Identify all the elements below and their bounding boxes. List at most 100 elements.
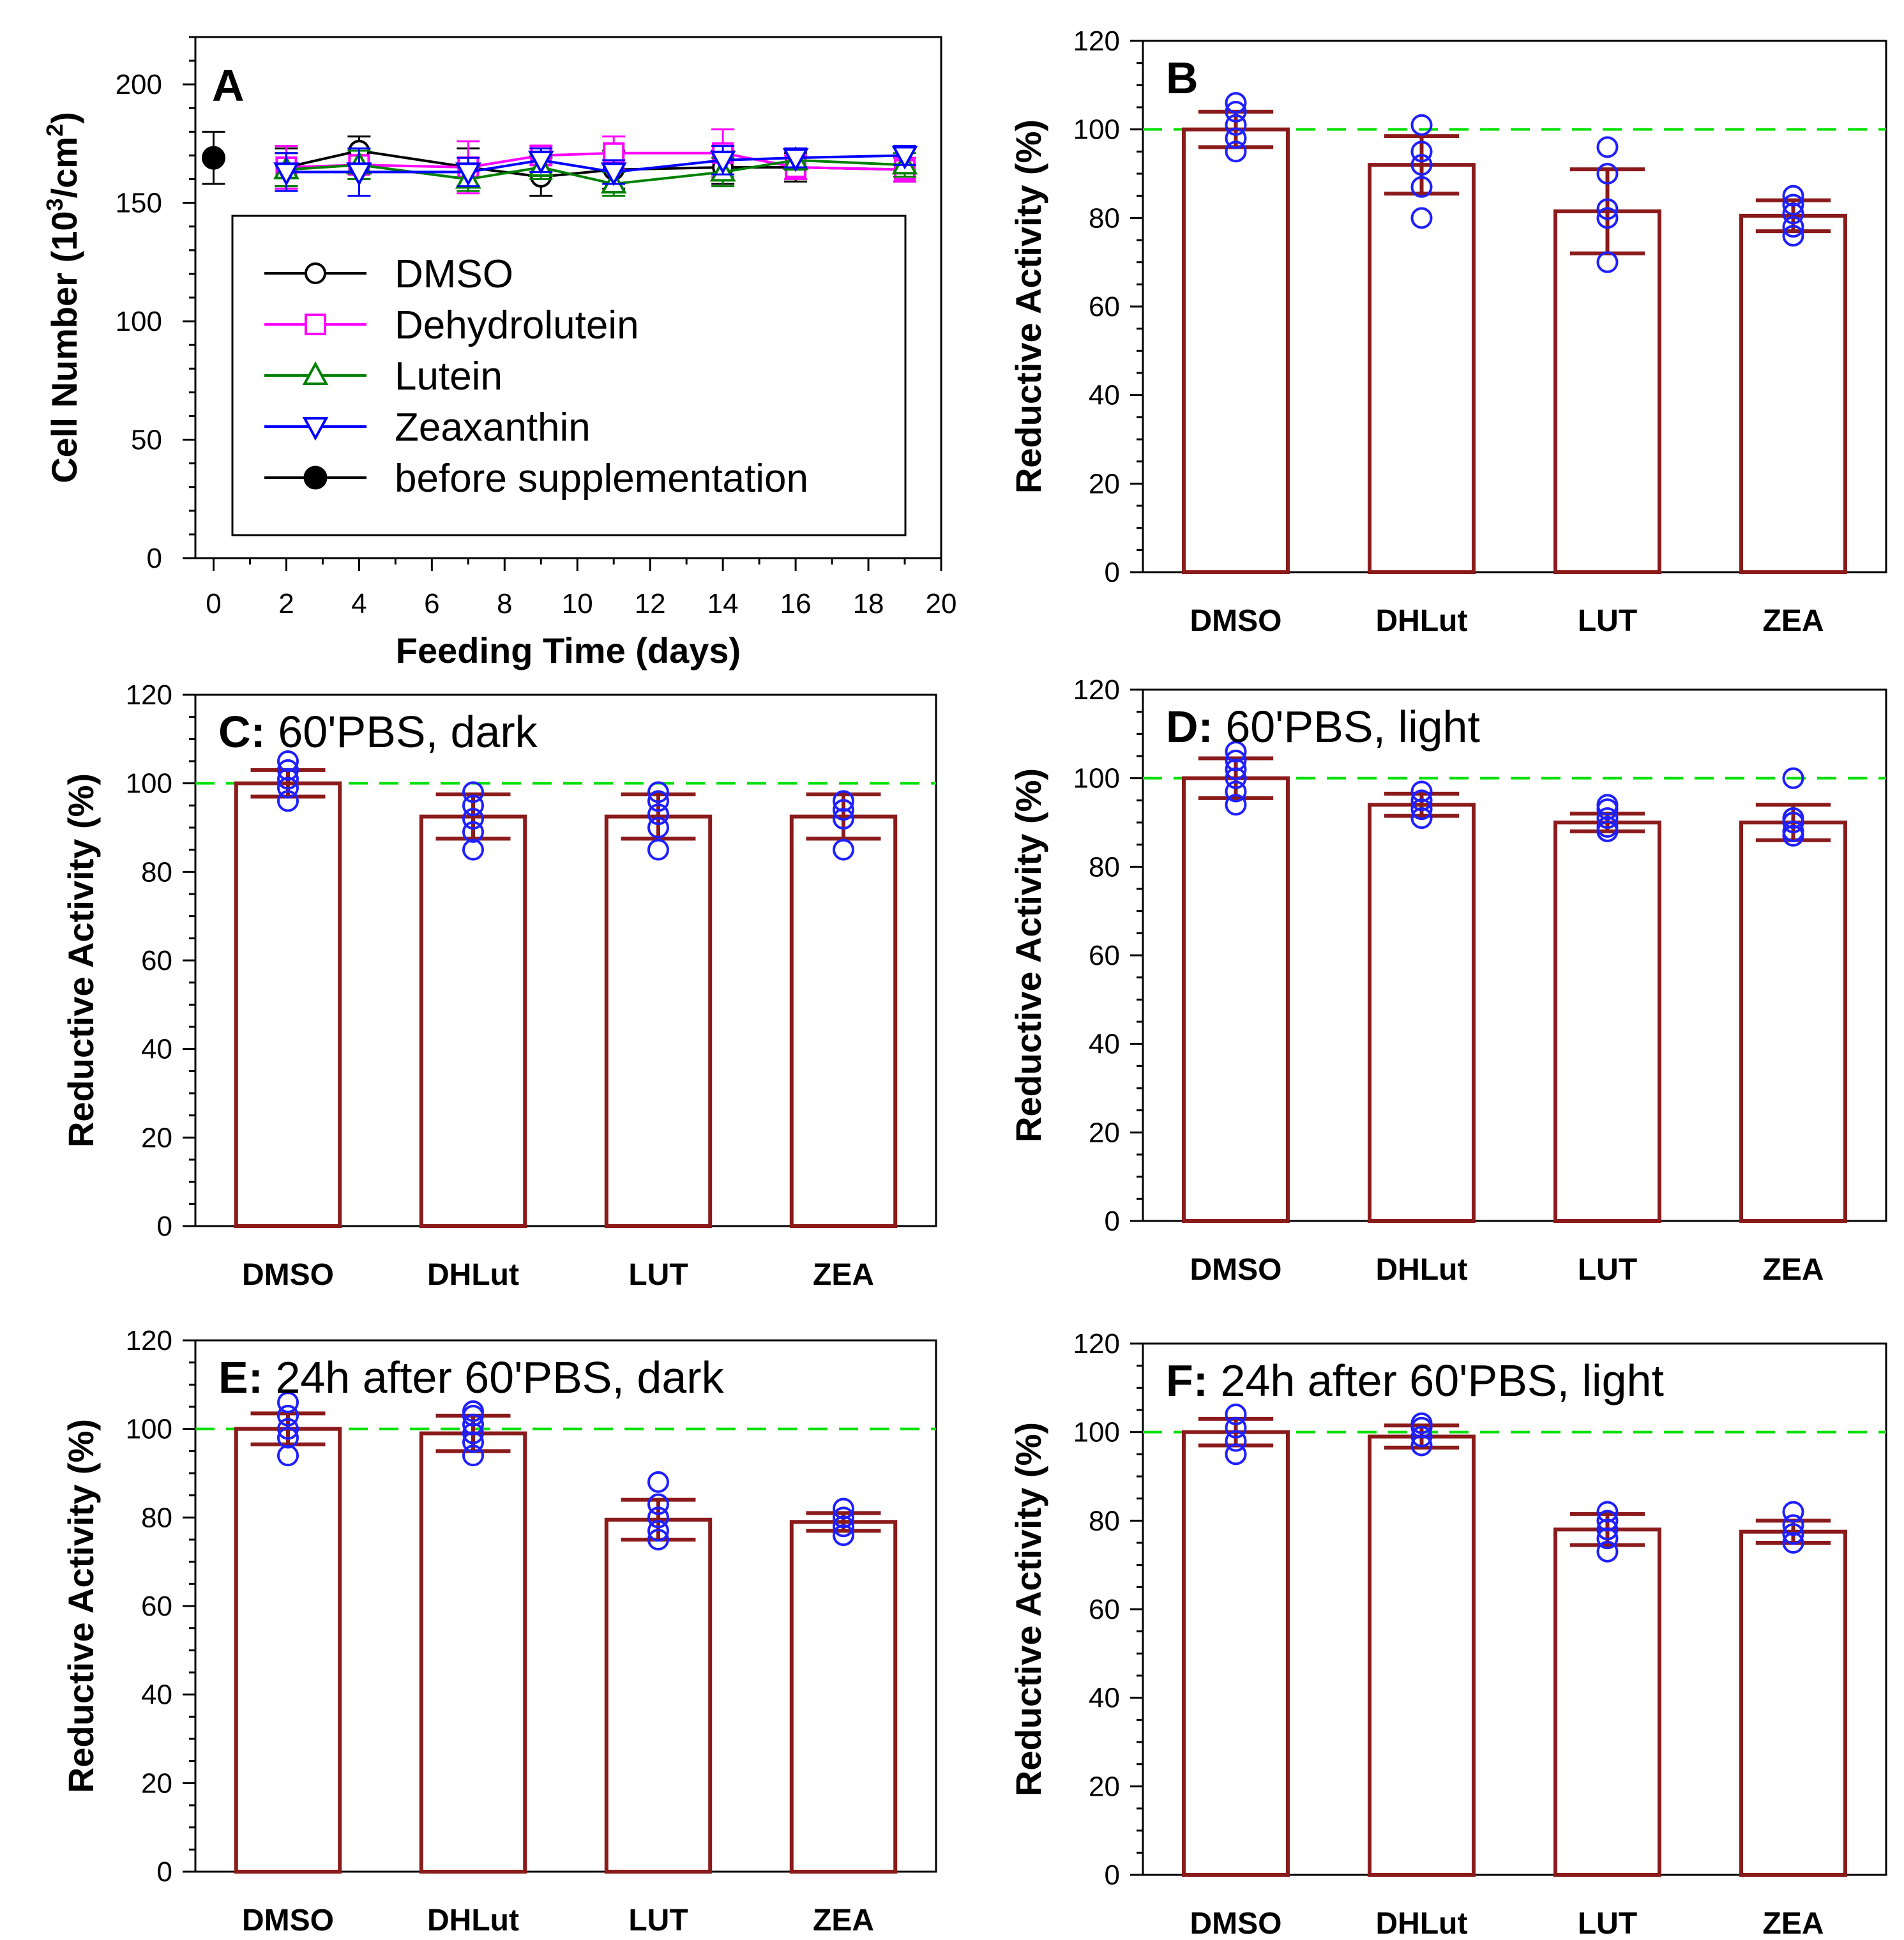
y-tick-label: 20 xyxy=(1089,1117,1120,1148)
bar-lut xyxy=(1553,209,1661,574)
data-point-lut xyxy=(1596,1527,1619,1550)
y-tick-label: 60 xyxy=(1089,1594,1120,1625)
data-point-dmso xyxy=(1225,140,1247,163)
data-point-zeaxanthin xyxy=(455,162,481,186)
panel-f-bar-chart: 0 20 40 60 80 100 120 DMSO DHLut LUT ZEA Reductive … xyxy=(1008,1328,1887,1940)
panel-title-text: 24h after 60'PBS, light xyxy=(1208,1356,1664,1406)
y-tick-label: 40 xyxy=(141,1034,172,1065)
y-tick-label: 100 xyxy=(1073,114,1120,146)
legend-marker-zeaxanthin xyxy=(302,417,329,441)
data-point-dmso xyxy=(1225,780,1247,803)
x-tick-label: 2 xyxy=(278,588,294,619)
data-point-dmso xyxy=(1225,767,1247,789)
data-point-zea xyxy=(1782,1514,1804,1536)
data-point-dhlut xyxy=(1410,807,1433,830)
category-label-lut: LUT xyxy=(1578,1253,1637,1287)
data-point-dhlut xyxy=(462,1400,484,1422)
data-point-dmso xyxy=(1225,1403,1247,1425)
y-tick-label: 0 xyxy=(1105,1860,1120,1891)
data-point-dmso xyxy=(277,1391,299,1414)
category-label-zea: ZEA xyxy=(813,1904,874,1937)
data-point-zea xyxy=(833,790,854,812)
panel-title-text: 60'PBS, dark xyxy=(266,707,538,757)
x-tick-label: 6 xyxy=(424,588,439,619)
bar-lut xyxy=(1553,1527,1661,1877)
data-point-zea xyxy=(833,808,854,830)
data-point-dmso xyxy=(277,790,299,812)
category-label-dhlut: DHLut xyxy=(1376,604,1468,638)
y-tick-label: 80 xyxy=(141,856,172,888)
data-point-lut xyxy=(1596,1519,1619,1541)
category-label-dhlut: DHLut xyxy=(427,1258,519,1292)
data-point-lut xyxy=(647,1493,669,1515)
legend-label-before-supplementation: before supplementation xyxy=(395,457,808,501)
x-tick-label: 14 xyxy=(707,588,739,619)
y-tick-label: 40 xyxy=(1089,1029,1120,1060)
category-label-lut: LUT xyxy=(1578,1907,1637,1940)
y-tick-label: 50 xyxy=(131,425,162,456)
legend-label-zeaxanthin: Zeaxanthin xyxy=(395,405,591,450)
legend-label-lutein: Lutein xyxy=(395,354,502,398)
data-point-dmso xyxy=(1225,749,1247,771)
y-tick-label: 20 xyxy=(1089,468,1120,499)
data-point-dhlut xyxy=(1410,140,1433,163)
data-point-dmso xyxy=(1225,1443,1247,1466)
x-tick-label: 10 xyxy=(562,588,593,619)
category-label-zea: ZEA xyxy=(1763,1907,1824,1940)
data-point-dmso xyxy=(1225,1430,1247,1452)
data-point-zeaxanthin xyxy=(273,162,299,186)
data-point-lut xyxy=(647,1506,669,1529)
data-point-dhlut xyxy=(462,1444,484,1467)
category-label-lut: LUT xyxy=(628,1258,688,1292)
data-point-dhlut xyxy=(1410,789,1433,812)
data-point-lut xyxy=(1596,163,1619,185)
y-tick-label: 0 xyxy=(157,1856,172,1888)
y-tick-label: 60 xyxy=(1089,291,1120,322)
data-point-lut xyxy=(647,803,669,826)
data-point-dhlut xyxy=(1410,798,1433,821)
panel-letter: A xyxy=(212,61,245,110)
data-point-dmso xyxy=(277,1404,299,1427)
bar-dhlut xyxy=(1368,803,1476,1224)
data-point-dhlut xyxy=(1410,1425,1433,1448)
data-point-zea xyxy=(833,1497,854,1520)
y-tick-label: 0 xyxy=(1105,1206,1120,1237)
data-point-dhlut xyxy=(462,838,484,861)
data-point-lut xyxy=(1596,251,1619,273)
bar-dhlut xyxy=(1368,163,1476,574)
data-point-zea xyxy=(1782,1532,1804,1554)
data-point-dhlut xyxy=(462,794,484,817)
data-point-zea xyxy=(833,1524,854,1547)
data-point-lut xyxy=(647,838,669,861)
legend: DMSO Dehydrolutein Lutein Zeaxanthin before … xyxy=(231,215,907,536)
legend-marker-dmso xyxy=(305,262,326,284)
data-point-dhlut xyxy=(462,1431,484,1453)
bar-lut xyxy=(604,1517,713,1874)
data-point-zea xyxy=(1782,820,1804,842)
data-point-zea xyxy=(1782,225,1804,247)
series-line-dmso xyxy=(285,149,905,178)
category-label-lut: LUT xyxy=(1578,604,1637,638)
category-label-dmso: DMSO xyxy=(242,1904,334,1937)
bar-lut xyxy=(604,814,713,1228)
category-label-dmso: DMSO xyxy=(242,1258,334,1292)
x-tick-label: 4 xyxy=(351,588,366,619)
panel-title: F: 24h after 60'PBS, light xyxy=(1166,1356,1664,1406)
data-point-lut xyxy=(1596,807,1619,830)
data-point-dmso xyxy=(277,750,299,772)
y-tick-label: 150 xyxy=(116,188,162,219)
bar-dhlut xyxy=(419,814,527,1228)
data-point-dhlut xyxy=(1410,780,1433,803)
bar-dmso xyxy=(234,1427,342,1874)
panel-letter: B xyxy=(1166,53,1198,103)
y-axis-title: Reductive Activity (%) xyxy=(61,1419,101,1793)
data-point-lut xyxy=(1596,198,1619,220)
data-point-zea xyxy=(1782,1501,1804,1523)
data-point-dmso xyxy=(277,768,299,790)
series-line-dehydrolutein xyxy=(286,151,905,171)
y-tick-label: 20 xyxy=(141,1122,172,1153)
data-point-zea xyxy=(1782,216,1804,238)
data-point-dhlut xyxy=(462,1422,484,1444)
data-point-dhlut xyxy=(1410,114,1433,136)
